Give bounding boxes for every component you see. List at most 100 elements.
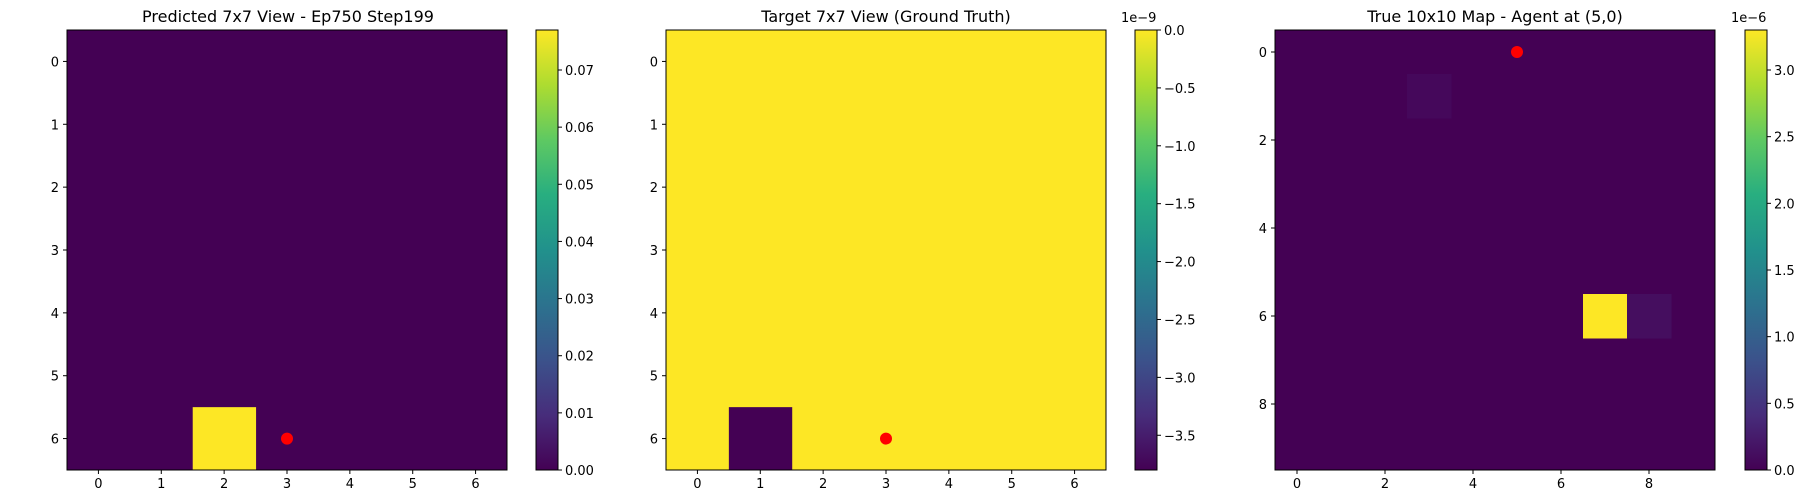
x-tick-label: 2 xyxy=(1381,477,1389,492)
colorbar-tick-label: 0.5 xyxy=(1774,397,1795,412)
agent-marker-group xyxy=(281,432,293,445)
heatmap-background xyxy=(67,30,507,470)
y-tick-label: 3 xyxy=(51,244,59,259)
y-tick-label: 2 xyxy=(650,181,658,196)
y-tick-label: 2 xyxy=(1259,134,1267,149)
x-axis-ticks: 0 2 4 6 8 xyxy=(1293,470,1653,492)
colorbar-tick-label: 0.0 xyxy=(1774,464,1795,479)
heatmap-cell xyxy=(1583,294,1628,339)
y-tick-label: 0 xyxy=(51,55,59,70)
heatmap-background xyxy=(666,30,1106,470)
x-tick-label: 0 xyxy=(693,477,701,492)
colorbar: 0.00 0.01 0.02 0.03 0.04 0.05 0.06 0.07 xyxy=(535,29,594,479)
x-tick-label: 2 xyxy=(220,477,228,492)
x-axis-ticks: 0 1 2 3 4 5 6 xyxy=(94,470,480,492)
y-tick-label: 6 xyxy=(650,433,658,448)
agent-marker-group xyxy=(1511,46,1523,58)
x-tick-label: 2 xyxy=(819,477,827,492)
y-tick-label: 1 xyxy=(650,118,658,133)
panel-true-map: True 10x10 Map - Agent at (5,0) 0 2 4 6 8 0 2… xyxy=(1259,7,1795,492)
y-tick-label: 4 xyxy=(1259,222,1267,237)
colorbar-tick-label: −1.0 xyxy=(1164,140,1196,155)
y-tick-label: 4 xyxy=(51,307,59,322)
colorbar-tick-label: 3.0 xyxy=(1774,64,1795,79)
colorbar-offset-text: 1e−9 xyxy=(1121,11,1156,26)
x-tick-label: 5 xyxy=(1008,477,1016,492)
colorbar-tick-label: 1.0 xyxy=(1774,331,1795,346)
colorbar-tick-label: 0.01 xyxy=(565,407,594,422)
heatmap-grid xyxy=(67,30,507,471)
agent-marker xyxy=(281,432,293,445)
y-axis-ticks: 0 2 4 6 8 xyxy=(1259,46,1275,413)
y-tick-label: 5 xyxy=(650,370,658,385)
y-tick-label: 6 xyxy=(1259,310,1267,325)
colorbar-tick-label: 0.05 xyxy=(565,178,594,193)
colorbar-gradient xyxy=(535,29,559,471)
x-tick-label: 8 xyxy=(1645,477,1653,492)
colorbar: 0.0 −0.5 −1.0 −1.5 −2.0 −2.5 −3.0 −3.5 1e−9 xyxy=(1121,11,1196,471)
colorbar-tick-label: 0.00 xyxy=(565,464,594,479)
colorbar-tick-label: 2.5 xyxy=(1774,131,1795,146)
agent-marker xyxy=(1511,46,1523,58)
chart-title: Target 7x7 View (Ground Truth) xyxy=(760,7,1011,26)
panel-target-view: Target 7x7 View (Ground Truth) 0 1 2 3 4 5 6 0… xyxy=(650,7,1196,492)
colorbar-gradient xyxy=(1134,29,1158,471)
colorbar-tick-label: 0.03 xyxy=(565,293,594,308)
colorbar-tick-label: 1.5 xyxy=(1774,264,1795,279)
panel-predicted-view: Predicted 7x7 View - Ep750 Step199 0 1 2 3 4… xyxy=(51,7,594,492)
colorbar-tick-label: −2.0 xyxy=(1164,256,1196,271)
plot-frame xyxy=(1274,29,1716,471)
x-tick-label: 6 xyxy=(471,477,479,492)
colorbar-tick-label: 0.0 xyxy=(1164,24,1185,39)
heatmap-cell xyxy=(192,407,257,471)
agent-marker xyxy=(880,432,892,445)
colorbar-tick-label: −2.5 xyxy=(1164,313,1196,328)
y-tick-label: 2 xyxy=(51,181,59,196)
x-tick-label: 0 xyxy=(1293,477,1301,492)
agent-marker-group xyxy=(880,432,892,445)
chart-title: True 10x10 Map - Agent at (5,0) xyxy=(1366,7,1623,26)
colorbar-tick-label: 0.07 xyxy=(565,64,594,79)
y-tick-label: 6 xyxy=(51,433,59,448)
x-tick-label: 4 xyxy=(945,477,953,492)
y-tick-label: 1 xyxy=(51,118,59,133)
x-tick-label: 1 xyxy=(157,477,165,492)
y-axis-ticks: 0 1 2 3 4 5 6 xyxy=(51,55,67,448)
x-tick-label: 5 xyxy=(409,477,417,492)
x-tick-label: 3 xyxy=(283,477,291,492)
colorbar-tick-label: −3.0 xyxy=(1164,371,1196,386)
colorbar: 0.0 0.5 1.0 1.5 2.0 2.5 3.0 1e−6 xyxy=(1731,11,1795,479)
colorbar-offset-text: 1e−6 xyxy=(1731,11,1766,26)
colorbar-gradient xyxy=(1744,29,1768,471)
x-tick-label: 4 xyxy=(1469,477,1477,492)
colorbar-tick-label: 0.02 xyxy=(565,350,594,365)
heatmap-grid xyxy=(666,30,1106,471)
heatmap-cell xyxy=(1407,74,1452,119)
y-axis-ticks: 0 1 2 3 4 5 6 xyxy=(650,55,666,448)
x-tick-label: 1 xyxy=(756,477,764,492)
x-tick-label: 6 xyxy=(1557,477,1565,492)
chart-title: Predicted 7x7 View - Ep750 Step199 xyxy=(142,7,434,26)
x-tick-label: 3 xyxy=(882,477,890,492)
y-tick-label: 4 xyxy=(650,307,658,322)
x-tick-label: 0 xyxy=(94,477,102,492)
heatmap-grid xyxy=(1275,30,1715,470)
x-tick-label: 4 xyxy=(346,477,354,492)
heatmap-background xyxy=(1275,30,1715,470)
colorbar-tick-label: −1.5 xyxy=(1164,198,1196,213)
y-tick-label: 5 xyxy=(51,370,59,385)
y-tick-label: 0 xyxy=(1259,46,1267,61)
colorbar-tick-label: −3.5 xyxy=(1164,429,1196,444)
x-tick-label: 6 xyxy=(1070,477,1078,492)
heatmap-cell xyxy=(728,407,793,471)
y-tick-label: 3 xyxy=(650,244,658,259)
colorbar-tick-label: −0.5 xyxy=(1164,82,1196,97)
y-tick-label: 0 xyxy=(650,55,658,70)
heatmap-cell xyxy=(1627,294,1672,339)
colorbar-tick-label: 0.04 xyxy=(565,235,594,250)
colorbar-tick-label: 0.06 xyxy=(565,121,594,136)
y-tick-label: 8 xyxy=(1259,398,1267,413)
colorbar-tick-label: 2.0 xyxy=(1774,197,1795,212)
x-axis-ticks: 0 1 2 3 4 5 6 xyxy=(693,470,1079,492)
